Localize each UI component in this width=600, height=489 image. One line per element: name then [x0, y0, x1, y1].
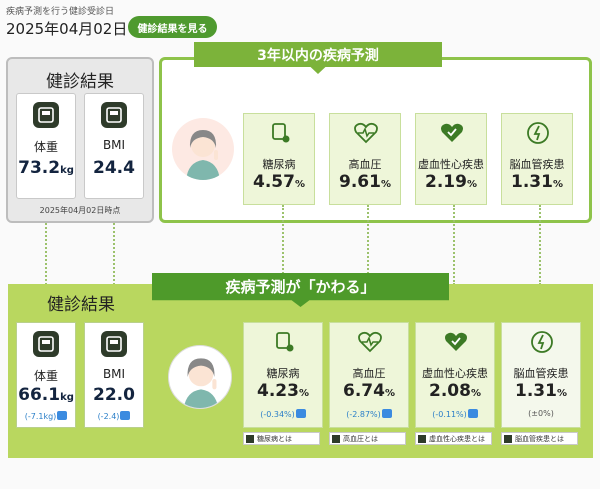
link-diabetes-info[interactable]: 糖尿病とは — [243, 432, 320, 445]
improved-card-diabetes: 糖尿病 4.23% (-0.34%) — [243, 322, 323, 428]
connector-line — [367, 205, 369, 285]
thumbs-up-icon — [57, 411, 68, 420]
improved-card-hypertension: 高血圧 6.74% (-2.87%) — [329, 322, 409, 428]
weight-card: 体重 73.2kg — [16, 93, 76, 199]
connector-line — [113, 223, 115, 285]
disease-card-ischemic-heart: 虚血性心疾患 2.19% — [415, 113, 487, 205]
exam-date-caption: 疾病予測を行う健診受診日 — [6, 7, 115, 17]
improved-results-title: 健診結果 — [47, 295, 115, 315]
disease-label: 脳血管疾患 — [513, 367, 569, 380]
scale-icon — [33, 102, 59, 128]
bmi-scale-icon — [101, 331, 127, 357]
info-icon — [504, 434, 512, 443]
disease-label: 高血圧 — [352, 367, 386, 380]
disease-change: (-0.34%) — [244, 409, 322, 419]
brain-icon — [531, 331, 553, 353]
brain-icon — [527, 122, 549, 144]
disease-value: 2.08% — [429, 381, 481, 401]
thumbs-up-icon — [295, 409, 306, 418]
disease-label: 脳血管疾患 — [509, 158, 565, 171]
improved-card-cerebrovascular: 脳血管疾患 1.31% (±0%) — [501, 322, 581, 428]
improved-weight-card: 体重 66.1kg (-7.1kg) — [16, 322, 76, 428]
weight-label: 体重 — [33, 369, 58, 383]
current-results-panel: 健診結果 体重 73.2kg BMI 24.4 2025年04月02日時点 — [6, 57, 154, 223]
weight-label: 体重 — [33, 140, 58, 154]
drip-icon — [272, 123, 290, 143]
disease-value: 9.61% — [339, 172, 391, 192]
bmi-card: BMI 24.4 — [84, 93, 144, 199]
disease-value: 6.74% — [343, 381, 395, 401]
link-cerebrovascular-info[interactable]: 脳血管疾患とは — [501, 432, 578, 445]
disease-value: 1.31% — [511, 172, 563, 192]
bmi-label: BMI — [102, 138, 126, 152]
heart-pulse-icon — [354, 122, 378, 144]
disease-card-diabetes: 糖尿病 4.57% — [243, 113, 315, 205]
weight-change: (-7.1kg) — [17, 411, 75, 421]
link-hypertension-info[interactable]: 高血圧とは — [329, 432, 406, 445]
bmi-scale-icon — [101, 102, 127, 128]
current-results-title: 健診結果 — [46, 72, 114, 92]
thumbs-up-icon — [467, 409, 478, 418]
view-results-button[interactable]: 健診結果を見る — [128, 16, 217, 38]
bmi-value: 22.0 — [93, 385, 135, 405]
heart-check-icon — [441, 123, 463, 142]
thumbs-up-icon — [381, 409, 392, 418]
exam-date: 2025年04月02日 — [6, 20, 128, 38]
disease-label: 虚血性心疾患 — [422, 367, 488, 380]
bmi-change: (-2.4) — [85, 411, 143, 421]
disease-value: 4.57% — [253, 172, 305, 192]
weight-value: 66.1kg — [18, 385, 74, 405]
bmi-label: BMI — [102, 367, 126, 381]
disease-change: (-0.11%) — [416, 409, 494, 419]
weight-value: 73.2kg — [18, 158, 74, 178]
disease-value: 2.19% — [425, 172, 477, 192]
bmi-value: 24.4 — [93, 158, 135, 178]
connector-line — [539, 205, 541, 285]
heart-check-icon — [445, 332, 467, 351]
disease-label: 高血圧 — [348, 158, 382, 171]
disease-label: 虚血性心疾患 — [418, 158, 484, 171]
thumbs-up-icon — [120, 411, 131, 420]
improved-bmi-card: BMI 22.0 (-2.4) — [84, 322, 144, 428]
avatar — [172, 118, 234, 180]
disease-card-hypertension: 高血圧 9.61% — [329, 113, 401, 205]
info-icon — [418, 434, 426, 443]
heart-pulse-icon — [358, 331, 382, 353]
scale-icon — [33, 331, 59, 357]
connector-line — [282, 205, 284, 285]
disease-change: (±0%) — [528, 409, 554, 418]
improved-card-ischemic-heart: 虚血性心疾患 2.08% (-0.11%) — [415, 322, 495, 428]
disease-value: 4.23% — [257, 381, 309, 401]
disease-label: 糖尿病 — [266, 367, 300, 380]
info-icon — [332, 434, 340, 443]
disease-label: 糖尿病 — [262, 158, 296, 171]
link-ischemic-heart-info[interactable]: 虚血性心疾患とは — [415, 432, 492, 445]
results-as-of-date: 2025年04月02日時点 — [39, 206, 121, 215]
avatar — [168, 345, 232, 409]
drip-icon — [276, 332, 294, 352]
disease-change: (-2.87%) — [330, 409, 408, 419]
info-icon — [246, 434, 254, 443]
disease-value: 1.31% — [515, 381, 567, 401]
disease-card-cerebrovascular: 脳血管疾患 1.31% — [501, 113, 573, 205]
connector-line — [45, 223, 47, 285]
connector-line — [453, 205, 455, 285]
